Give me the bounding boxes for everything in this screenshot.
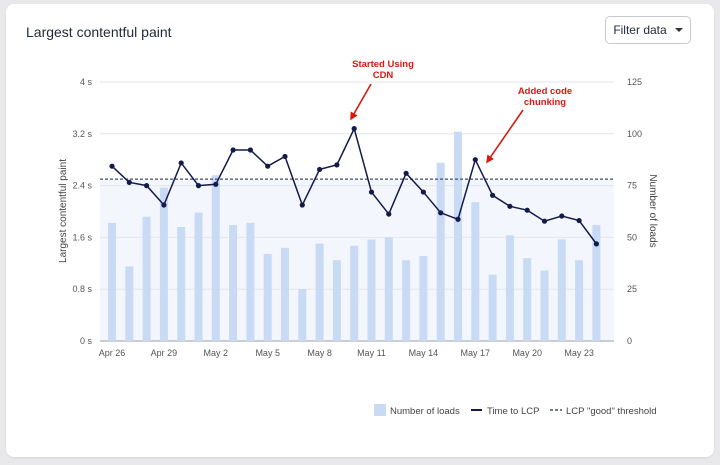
y-left-tick-label: 0 s (80, 336, 93, 346)
time-to-lcp-point (368, 189, 375, 195)
bar-number-of-loads (332, 260, 341, 341)
time-to-lcp-point (161, 202, 167, 208)
bar-number-of-loads (142, 216, 151, 341)
filter-data-label: Filter data (613, 23, 667, 37)
bar-number-of-loads (488, 274, 497, 341)
time-to-lcp-point (195, 183, 202, 189)
legend-label: Number of loads (390, 406, 460, 417)
time-to-lcp-point (455, 216, 461, 222)
time-to-lcp-point (247, 147, 253, 153)
y-right-axis-title: Number of loads (647, 174, 658, 247)
x-tick-label: May 23 (564, 348, 594, 358)
annotation-cdn-line1: Started Using (352, 59, 414, 70)
annotation-cdn-line2: CDN (373, 70, 394, 81)
bar-number-of-loads (281, 247, 289, 341)
x-tick-label: May 2 (204, 348, 229, 358)
time-to-lcp-point (213, 181, 219, 187)
bar-number-of-loads (384, 237, 393, 341)
annotation-cdn-arrow (350, 83, 372, 121)
annotation-chunking-line1: Added code (518, 86, 572, 97)
time-to-lcp-point (420, 189, 426, 195)
annotation-chunking-arrow (486, 109, 524, 164)
time-to-lcp-point (178, 160, 184, 166)
legend-label: Time to LCP (487, 406, 539, 417)
bar-number-of-loads (402, 260, 411, 341)
x-tick-label: May 11 (357, 348, 386, 358)
bar-number-of-loads (350, 245, 359, 341)
bar-number-of-loads (298, 289, 307, 341)
legend-label: LCP "good" threshold (566, 406, 657, 417)
time-to-lcp-point (386, 211, 392, 217)
time-to-lcp-point (144, 183, 150, 189)
bar-number-of-loads (540, 270, 549, 341)
y-left-tick-label: 3.2 s (72, 129, 92, 139)
x-tick-label: Apr 29 (151, 348, 178, 358)
x-tick-label: May 20 (512, 348, 542, 358)
time-to-lcp-point (317, 166, 323, 173)
time-to-lcp-point (282, 153, 288, 160)
time-to-lcp-point (351, 126, 357, 132)
y-right-tick-label: 125 (627, 77, 642, 87)
bar-number-of-loads (523, 258, 532, 341)
time-to-lcp-point (299, 202, 305, 208)
x-tick-label: May 5 (255, 348, 280, 358)
bar-number-of-loads (436, 162, 445, 341)
time-to-lcp-point (541, 218, 548, 224)
y-right-tick-label: 25 (627, 284, 637, 294)
filter-data-button[interactable]: Filter data (605, 16, 691, 44)
time-to-lcp-point (230, 147, 236, 153)
card-title: Largest contentful paint (26, 24, 172, 40)
bar-number-of-loads (505, 235, 514, 341)
bar-number-of-loads (419, 256, 428, 341)
bar-number-of-loads (557, 239, 566, 341)
y-left-tick-label: 4 s (80, 77, 93, 87)
bar-number-of-loads (454, 131, 462, 341)
y-right-tick-label: 75 (627, 181, 637, 191)
time-to-lcp-point (265, 163, 271, 169)
bar-number-of-loads (246, 222, 255, 341)
time-to-lcp-point (438, 210, 444, 216)
time-to-lcp-point (334, 162, 340, 168)
y-left-tick-label: 2.4 s (72, 181, 92, 191)
bar-number-of-loads (159, 187, 168, 341)
chevron-down-icon (674, 28, 683, 32)
time-to-lcp-point (559, 213, 565, 219)
bar-number-of-loads (125, 266, 134, 341)
time-to-lcp-point (472, 157, 478, 163)
legend-bar-swatch (374, 404, 386, 416)
bar-number-of-loads (367, 239, 376, 341)
time-to-lcp-point (593, 241, 600, 247)
time-to-lcp-point (524, 207, 530, 213)
bar-number-of-loads (315, 243, 324, 341)
bar-number-of-loads (575, 260, 584, 341)
y-left-tick-label: 0.8 s (72, 284, 92, 294)
bar-number-of-loads (263, 253, 272, 341)
bar-number-of-loads (471, 202, 480, 341)
time-to-lcp-point (576, 217, 582, 224)
time-to-lcp-point (507, 203, 513, 209)
bar-number-of-loads (194, 212, 203, 341)
bar-number-of-loads (177, 227, 186, 341)
bar-number-of-loads (108, 222, 116, 341)
bar-number-of-loads (592, 224, 601, 341)
bar-number-of-loads (229, 224, 238, 341)
y-left-axis-title: Largest contentful paint (58, 159, 69, 263)
y-right-tick-label: 50 (627, 232, 637, 242)
annotation-chunking-line2: chunking (524, 97, 566, 108)
y-right-tick-label: 100 (627, 129, 642, 139)
time-to-lcp-point (126, 179, 132, 185)
y-left-tick-label: 1.6 s (72, 232, 92, 242)
time-to-lcp-point (403, 170, 409, 176)
x-tick-label: May 8 (307, 348, 332, 358)
x-tick-label: Apr 26 (99, 348, 126, 358)
bar-number-of-loads (211, 175, 220, 341)
x-tick-label: May 17 (461, 348, 491, 358)
y-right-tick-label: 0 (627, 336, 632, 346)
x-tick-label: May 14 (409, 348, 439, 358)
time-to-lcp-point (490, 192, 496, 198)
time-to-lcp-point (109, 163, 115, 169)
